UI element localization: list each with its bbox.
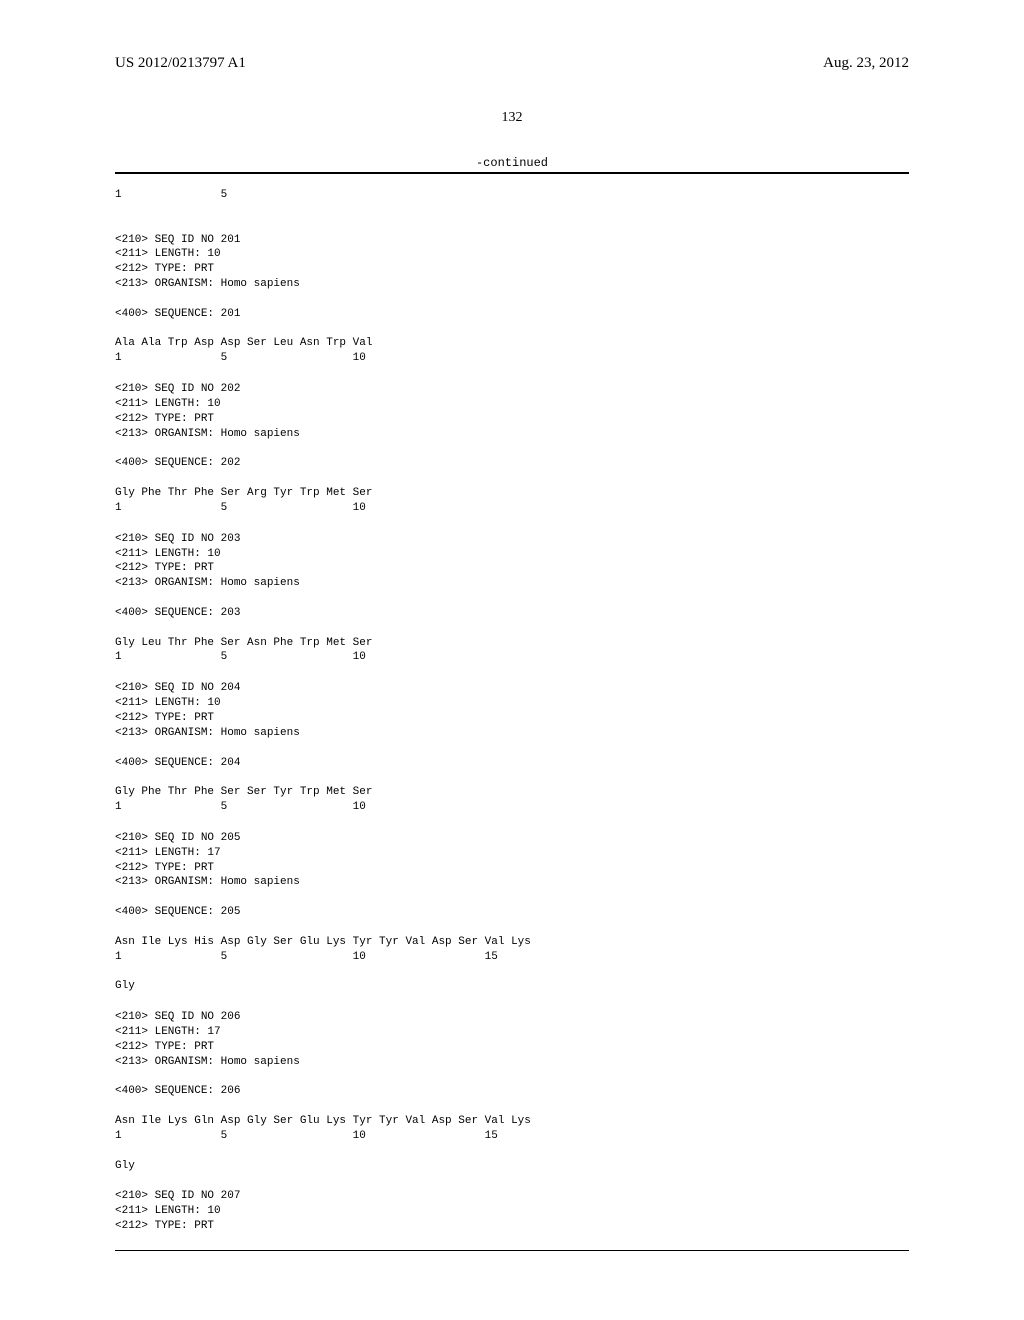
- sequence-entry: <210> SEQ ID NO 204 <211> LENGTH: 10 <21…: [115, 681, 909, 815]
- sequence-entry: <210> SEQ ID NO 205 <211> LENGTH: 17 <21…: [115, 831, 909, 994]
- publication-date: Aug. 23, 2012: [823, 55, 909, 72]
- page-number: 132: [115, 110, 909, 126]
- continued-label: -continued: [115, 156, 909, 170]
- sequence-entry: <210> SEQ ID NO 207 <211> LENGTH: 10 <21…: [115, 1189, 909, 1234]
- sequence-entry: <210> SEQ ID NO 206 <211> LENGTH: 17 <21…: [115, 1010, 909, 1173]
- patent-page: US 2012/0213797 A1 Aug. 23, 2012 132 -co…: [0, 0, 1024, 1291]
- page-header: US 2012/0213797 A1 Aug. 23, 2012: [115, 55, 909, 72]
- sequence-listing: 1 5 <210> SEQ ID NO 201 <211> LENGTH: 10…: [115, 188, 909, 1234]
- rule-top: [115, 172, 909, 174]
- sequence-entry: <210> SEQ ID NO 203 <211> LENGTH: 10 <21…: [115, 532, 909, 666]
- rule-bottom: [115, 1250, 909, 1251]
- sequence-entry: <210> SEQ ID NO 202 <211> LENGTH: 10 <21…: [115, 382, 909, 516]
- sequence-entry: 1 5 <210> SEQ ID NO 201 <211> LENGTH: 10…: [115, 188, 909, 366]
- publication-number: US 2012/0213797 A1: [115, 55, 246, 72]
